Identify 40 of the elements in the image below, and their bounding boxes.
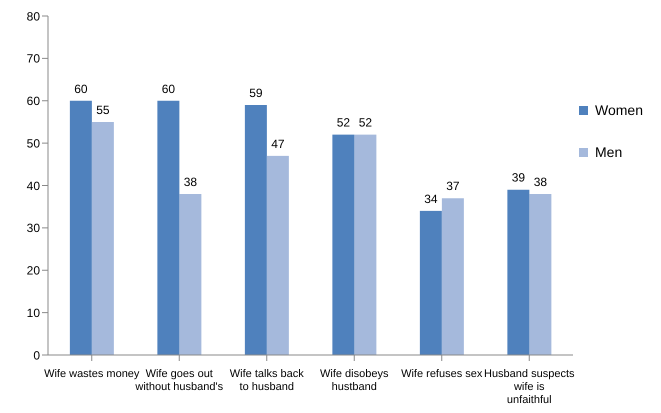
bar [354,134,376,355]
x-tick-label: Wife disobeys hustband [320,368,389,393]
y-tick-label: 20 [26,264,40,278]
bar [442,198,464,355]
y-tick-label: 50 [26,136,40,150]
y-tick-label: 0 [33,348,40,362]
y-tick-label: 80 [26,9,40,24]
bar [157,100,180,355]
bar [507,190,530,355]
data-label: 34 [424,192,438,206]
data-label: 38 [534,174,548,189]
y-tick-label: 10 [26,306,40,320]
data-label: 52 [358,116,372,130]
y-tick-label: 60 [26,94,40,108]
x-tick-label: Wife refuses sex [401,368,483,380]
bar [179,194,202,355]
y-tick-label: 40 [26,178,40,193]
x-tick-label: Wife wastes money [44,368,140,380]
data-label: 39 [512,170,526,185]
data-label: 60 [162,82,176,96]
data-label: 59 [249,86,263,100]
legend-label: Women [595,102,643,118]
bar [332,134,354,355]
bar [529,194,552,355]
x-tick-label: Wife talks back to husband [230,368,304,393]
data-label: 52 [336,116,350,130]
data-label: 55 [96,102,110,117]
legend-label: Men [595,144,622,160]
y-tick-label: 70 [26,52,40,66]
bar [92,122,114,355]
x-tick-label: Husband suspects wife is unfaithful [484,368,575,406]
data-label: 60 [74,82,88,96]
bar [70,100,92,355]
bar [244,104,267,355]
bar [420,210,442,355]
y-tick-label: 30 [26,221,40,236]
data-label: 47 [271,136,285,151]
data-label: 38 [184,174,198,189]
data-label: 37 [446,179,460,194]
bar [266,156,289,355]
